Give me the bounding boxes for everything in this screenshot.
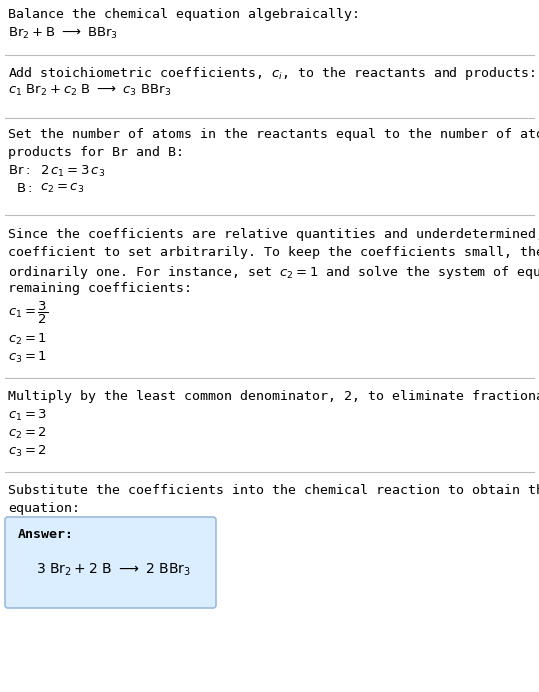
Text: Substitute the coefficients into the chemical reaction to obtain the balanced: Substitute the coefficients into the che…: [8, 484, 539, 497]
Text: $c_3 = 2$: $c_3 = 2$: [8, 444, 47, 459]
Text: Set the number of atoms in the reactants equal to the number of atoms in the: Set the number of atoms in the reactants…: [8, 128, 539, 141]
Text: remaining coefficients:: remaining coefficients:: [8, 282, 192, 295]
Text: $c_2 = 2$: $c_2 = 2$: [8, 426, 47, 441]
Text: $\mathrm{Br:}$: $\mathrm{Br:}$: [8, 164, 30, 177]
Text: Add stoichiometric coefficients, $c_i$, to the reactants and products:: Add stoichiometric coefficients, $c_i$, …: [8, 65, 536, 82]
Text: $\mathrm{B:}$: $\mathrm{B:}$: [16, 182, 32, 195]
Text: $c_1 = \dfrac{3}{2}$: $c_1 = \dfrac{3}{2}$: [8, 300, 48, 326]
Text: $2\,c_1 = 3\,c_3$: $2\,c_1 = 3\,c_3$: [40, 164, 105, 179]
Text: coefficient to set arbitrarily. To keep the coefficients small, the arbitrary va: coefficient to set arbitrarily. To keep …: [8, 246, 539, 259]
Text: Answer:: Answer:: [18, 528, 74, 541]
Text: Balance the chemical equation algebraically:: Balance the chemical equation algebraica…: [8, 8, 360, 21]
Text: $c_3 = 1$: $c_3 = 1$: [8, 350, 47, 365]
Text: $c_1\ \mathrm{Br_2} + c_2\ \mathrm{B}\ \longrightarrow\ c_3\ \mathrm{BBr_3}$: $c_1\ \mathrm{Br_2} + c_2\ \mathrm{B}\ \…: [8, 83, 171, 98]
Text: $c_2 = 1$: $c_2 = 1$: [8, 332, 47, 347]
Text: $3\ \mathrm{Br_2} + 2\ \mathrm{B}\ \longrightarrow\ 2\ \mathrm{BBr_3}$: $3\ \mathrm{Br_2} + 2\ \mathrm{B}\ \long…: [36, 562, 191, 579]
Text: Multiply by the least common denominator, 2, to eliminate fractional coefficient: Multiply by the least common denominator…: [8, 390, 539, 403]
Text: products for Br and B:: products for Br and B:: [8, 146, 184, 159]
Text: ordinarily one. For instance, set $c_2 = 1$ and solve the system of equations fo: ordinarily one. For instance, set $c_2 =…: [8, 264, 539, 281]
Text: $c_1 = 3$: $c_1 = 3$: [8, 408, 47, 423]
FancyBboxPatch shape: [5, 517, 216, 608]
Text: $c_2 = c_3$: $c_2 = c_3$: [40, 182, 84, 195]
Text: $\mathrm{Br_2 + B\ \longrightarrow\ BBr_3}$: $\mathrm{Br_2 + B\ \longrightarrow\ BBr_…: [8, 26, 118, 41]
Text: Since the coefficients are relative quantities and underdetermined, choose a: Since the coefficients are relative quan…: [8, 228, 539, 241]
Text: equation:: equation:: [8, 502, 80, 515]
